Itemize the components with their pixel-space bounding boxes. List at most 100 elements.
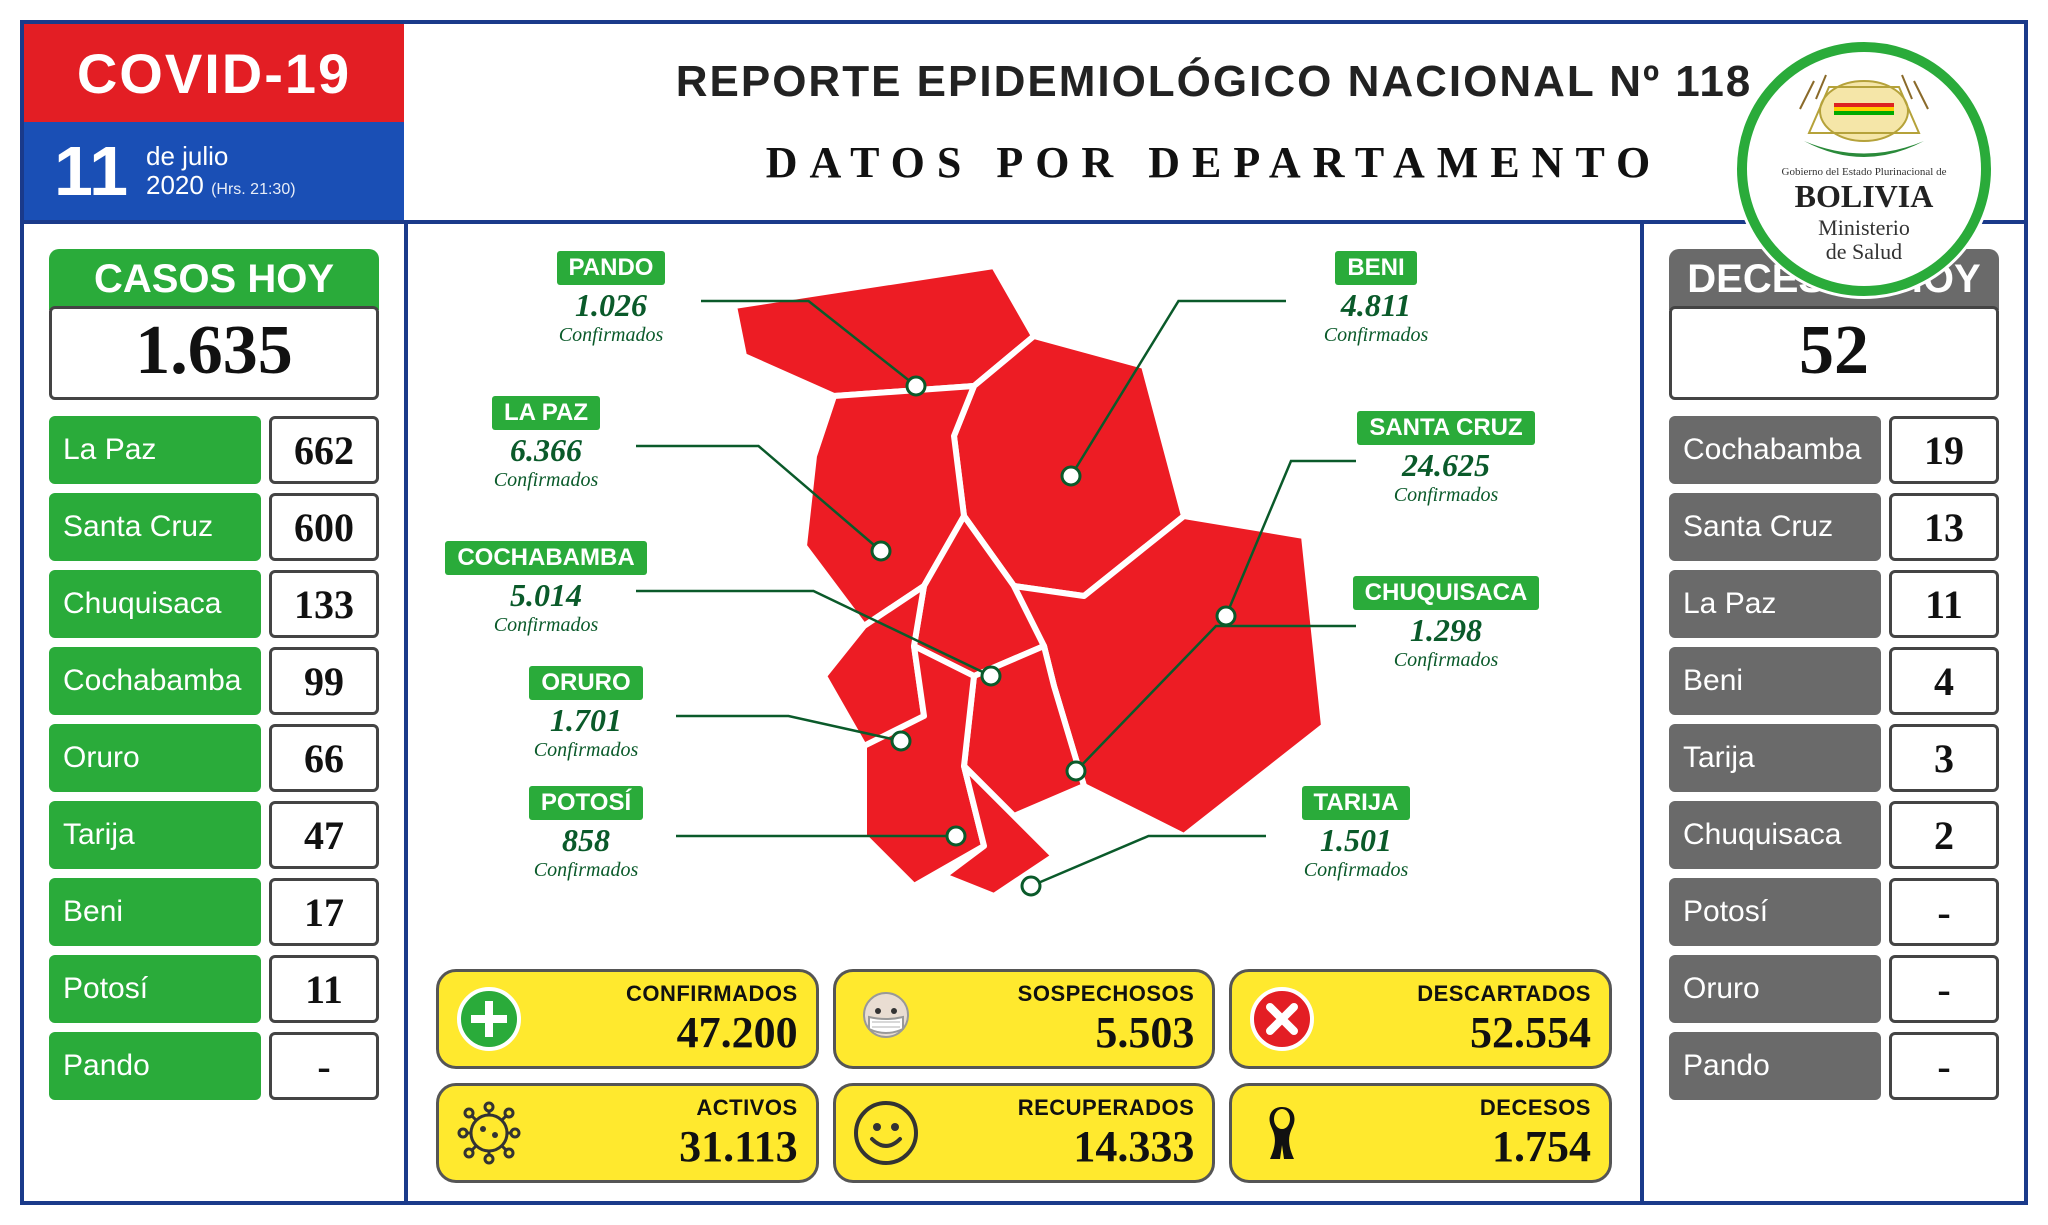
date-hrs: (Hrs. 21:30)	[211, 181, 295, 198]
table-row: Tarija3	[1669, 724, 1999, 792]
stat-value: 47.200	[537, 1007, 798, 1058]
callout-sub: Confirmados	[476, 739, 696, 762]
callout-value: 4.811	[1266, 287, 1486, 324]
row-value: -	[1889, 878, 1999, 946]
seal-icon: Gobierno del Estado Plurinacional de BOL…	[1734, 39, 1994, 299]
casos-hoy-total: 1.635	[49, 306, 379, 400]
date-badge: 11 de julio 2020 (Hrs. 21:30)	[24, 122, 404, 220]
row-value: -	[1889, 955, 1999, 1023]
callout-name: POTOSÍ	[529, 786, 643, 820]
stat-label: DECESOS	[1330, 1095, 1591, 1121]
row-label: Cochabamba	[49, 647, 261, 715]
date-day: 11	[54, 131, 128, 211]
callout-sub: Confirmados	[1246, 859, 1466, 882]
row-label: La Paz	[1669, 570, 1881, 638]
plus-icon	[457, 987, 521, 1051]
seal-line2: BOLIVIA	[1795, 178, 1934, 214]
ribbon-icon	[1250, 1101, 1314, 1165]
decesos-hoy-total: 52	[1669, 306, 1999, 400]
casos-hoy-rows: La Paz662Santa Cruz600Chuquisaca133Cocha…	[49, 416, 379, 1100]
stat-value: 52.554	[1330, 1007, 1591, 1058]
row-value: -	[1889, 1032, 1999, 1100]
map-callout-chuquisaca: CHUQUISACA1.298Confirmados	[1336, 576, 1556, 672]
row-value: 133	[269, 570, 379, 638]
report-frame: COVID-19 11 de julio 2020 (Hrs. 21:30) R…	[20, 20, 2028, 1205]
row-label: Potosí	[49, 955, 261, 1023]
table-row: Beni4	[1669, 647, 1999, 715]
table-row: Tarija47	[49, 801, 379, 869]
table-row: Chuquisaca2	[1669, 801, 1999, 869]
bolivia-map-icon	[714, 246, 1334, 906]
callout-sub: Confirmados	[1336, 484, 1556, 507]
body: CASOS HOY 1.635 La Paz662Santa Cruz600Ch…	[24, 224, 2024, 1201]
table-row: Cochabamba99	[49, 647, 379, 715]
callout-sub: Confirmados	[476, 859, 696, 882]
seal-line1: Gobierno del Estado Plurinacional de	[1782, 166, 1947, 178]
row-label: Beni	[1669, 647, 1881, 715]
table-row: Potosí-	[1669, 878, 1999, 946]
table-row: La Paz662	[49, 416, 379, 484]
covid-badge: COVID-19	[24, 24, 404, 122]
table-row: Oruro-	[1669, 955, 1999, 1023]
map-callout-cochabamba: COCHABAMBA5.014Confirmados	[436, 541, 656, 637]
callout-name: BENI	[1335, 251, 1416, 285]
row-value: 99	[269, 647, 379, 715]
stat-recuperados: RECUPERADOS14.333	[833, 1083, 1216, 1183]
stat-label: DESCARTADOS	[1330, 981, 1591, 1007]
table-row: Potosí11	[49, 955, 379, 1023]
date-line1: de julio	[146, 142, 296, 171]
date-line2-wrap: 2020 (Hrs. 21:30)	[146, 171, 296, 200]
mask-icon	[854, 987, 918, 1051]
row-label: Chuquisaca	[1669, 801, 1881, 869]
callout-sub: Confirmados	[1336, 649, 1556, 672]
decesos-hoy-rows: Cochabamba19Santa Cruz13La Paz11Beni4Tar…	[1669, 416, 1999, 1100]
map-callout-oruro: ORURO1.701Confirmados	[476, 666, 696, 762]
row-value: 3	[1889, 724, 1999, 792]
header-left: COVID-19 11 de julio 2020 (Hrs. 21:30)	[24, 24, 404, 220]
row-label: Pando	[49, 1032, 261, 1100]
row-label: La Paz	[49, 416, 261, 484]
map-callout-santacruz: SANTA CRUZ24.625Confirmados	[1336, 411, 1556, 507]
row-value: 4	[1889, 647, 1999, 715]
seal-line4: de Salud	[1826, 239, 1902, 264]
table-row: La Paz11	[1669, 570, 1999, 638]
callout-name: PANDO	[557, 251, 666, 285]
map-callout-beni: BENI4.811Confirmados	[1266, 251, 1486, 347]
row-label: Tarija	[1669, 724, 1881, 792]
casos-hoy-panel: CASOS HOY 1.635 La Paz662Santa Cruz600Ch…	[24, 224, 404, 1201]
casos-hoy-title: CASOS HOY	[49, 249, 379, 310]
map-callout-pando: PANDO1.026Confirmados	[501, 251, 721, 347]
callout-name: SANTA CRUZ	[1357, 411, 1534, 445]
decesos-hoy-panel: DECESOS HOY 52 Cochabamba19Santa Cruz13L…	[1644, 224, 2024, 1201]
callout-value: 6.366	[436, 432, 656, 469]
row-value: 662	[269, 416, 379, 484]
table-row: Pando-	[49, 1032, 379, 1100]
table-row: Chuquisaca133	[49, 570, 379, 638]
smile-icon	[854, 1101, 918, 1165]
row-value: 11	[1889, 570, 1999, 638]
table-row: Santa Cruz13	[1669, 493, 1999, 561]
map-callout-lapaz: LA PAZ6.366Confirmados	[436, 396, 656, 492]
stat-label: CONFIRMADOS	[537, 981, 798, 1007]
stat-sospechosos: SOSPECHOSOS5.503	[833, 969, 1216, 1069]
stat-value: 1.754	[1330, 1121, 1591, 1172]
row-value: 600	[269, 493, 379, 561]
row-label: Cochabamba	[1669, 416, 1881, 484]
header: COVID-19 11 de julio 2020 (Hrs. 21:30) R…	[24, 24, 2024, 224]
stats-grid: CONFIRMADOS47.200 SOSPECHOSOS5.503 DESCART…	[436, 969, 1612, 1183]
table-row: Oruro66	[49, 724, 379, 792]
callout-value: 1.501	[1246, 822, 1466, 859]
casos-hoy-header: CASOS HOY 1.635	[49, 249, 379, 400]
stat-descartados: DESCARTADOS52.554	[1229, 969, 1612, 1069]
row-value: 13	[1889, 493, 1999, 561]
row-value: 2	[1889, 801, 1999, 869]
stat-text: DESCARTADOS52.554	[1330, 981, 1591, 1058]
stat-value: 31.113	[537, 1121, 798, 1172]
table-row: Pando-	[1669, 1032, 1999, 1100]
table-row: Cochabamba19	[1669, 416, 1999, 484]
map-area: PANDO1.026Confirmados LA PAZ6.366Confirma…	[436, 246, 1612, 963]
stat-text: SOSPECHOSOS5.503	[934, 981, 1195, 1058]
report-subtitle: DATOS POR DEPARTAMENTO	[766, 137, 1662, 188]
stat-text: DECESOS1.754	[1330, 1095, 1591, 1172]
callout-value: 1.701	[476, 702, 696, 739]
